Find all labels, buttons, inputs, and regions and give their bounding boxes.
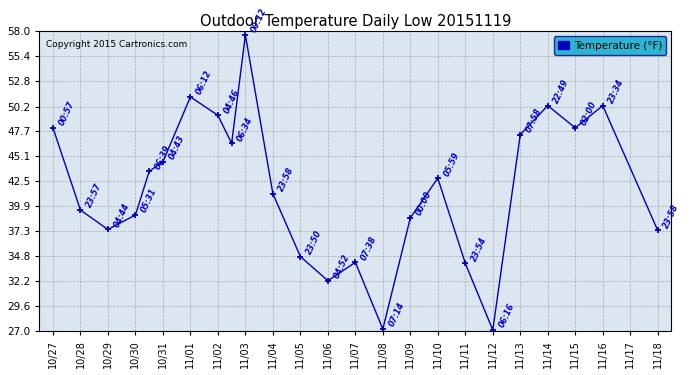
Text: 07:38: 07:38 bbox=[359, 234, 379, 262]
Text: 06:16: 06:16 bbox=[497, 302, 516, 329]
Text: 04:44: 04:44 bbox=[112, 201, 131, 229]
Text: 02:00: 02:00 bbox=[580, 100, 598, 127]
Text: 00:00: 00:00 bbox=[415, 190, 433, 217]
Title: Outdoor Temperature Daily Low 20151119: Outdoor Temperature Daily Low 20151119 bbox=[199, 13, 511, 28]
Text: 23:58: 23:58 bbox=[277, 166, 296, 193]
Text: 22:49: 22:49 bbox=[552, 78, 571, 105]
Text: 23:57: 23:57 bbox=[85, 182, 104, 209]
Text: 07:14: 07:14 bbox=[387, 301, 406, 328]
Text: 04:43: 04:43 bbox=[167, 134, 186, 161]
Text: 23:50: 23:50 bbox=[304, 229, 324, 256]
Text: 06:34: 06:34 bbox=[236, 116, 255, 142]
Text: 23:58: 23:58 bbox=[662, 202, 681, 229]
Text: 04:52: 04:52 bbox=[332, 253, 351, 280]
Text: 00:12: 00:12 bbox=[250, 7, 268, 34]
Text: 23:34: 23:34 bbox=[607, 78, 626, 105]
Text: 06:12: 06:12 bbox=[195, 69, 214, 96]
Text: 05:31: 05:31 bbox=[139, 187, 159, 214]
Legend: Temperature (°F): Temperature (°F) bbox=[554, 36, 667, 55]
Text: 23:54: 23:54 bbox=[469, 236, 489, 262]
Text: 05:59: 05:59 bbox=[442, 150, 461, 177]
Text: 06:39: 06:39 bbox=[153, 144, 172, 171]
Text: 07:58: 07:58 bbox=[524, 107, 544, 134]
Text: 00:57: 00:57 bbox=[57, 100, 76, 127]
Text: Copyright 2015 Cartronics.com: Copyright 2015 Cartronics.com bbox=[46, 40, 187, 49]
Text: 04:46: 04:46 bbox=[222, 87, 241, 114]
